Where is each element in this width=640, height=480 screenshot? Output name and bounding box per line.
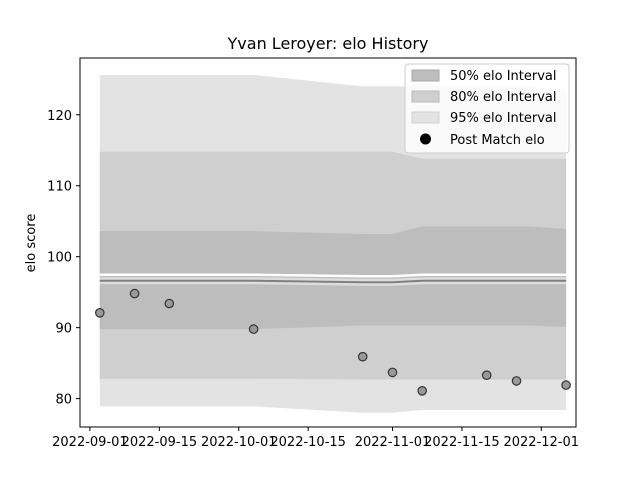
x-tick-label: 2022-09-15 [122,435,198,450]
legend-label-80: 80% elo Interval [450,90,557,105]
legend-marker-post-match [420,133,431,145]
y-tick-label: 80 [55,393,72,408]
mean-line-group [99,273,567,286]
chart-title: Yvan Leroyer: elo History [227,34,429,53]
y-tick-label: 90 [55,322,72,337]
y-axis-label: elo score [24,214,39,273]
mean-halo-line [99,273,567,278]
legend-swatch-80 [411,90,440,103]
x-tick-label: 2022-11-01 [355,435,431,450]
post-match-point [357,351,368,362]
post-match-point [129,288,140,299]
post-match-point [387,367,398,378]
band-50-interval [99,226,567,330]
x-tick-label: 2022-11-15 [424,435,500,450]
legend-swatch-50 [411,69,440,82]
post-match-points [95,288,571,396]
x-tick-label: 2022-09-01 [52,435,128,450]
legend: 50% elo Interval 80% elo Interval 95% el… [404,63,570,154]
post-match-point [481,370,492,380]
x-tick-label: 2022-10-15 [270,435,346,450]
x-tick-label: 2022-12-01 [503,435,579,450]
x-tick-label: 2022-10-01 [201,435,277,450]
post-match-point [511,376,522,386]
y-tick-label: 120 [47,109,72,124]
post-match-point [95,307,105,318]
mean-elo-line [99,279,567,284]
legend-label-50: 50% elo Interval [450,69,557,84]
legend-label-post-match: Post Match elo [450,133,545,148]
y-tick-label: 110 [47,180,72,195]
post-match-point [164,298,175,309]
interval-bands [99,75,567,413]
post-match-point [248,324,259,334]
post-match-point [561,380,571,390]
y-axis: 80 90 100 110 120 [47,109,80,408]
legend-label-95: 95% elo Interval [450,111,557,126]
plot-frame [79,57,577,428]
legend-box [404,63,570,154]
legend-swatch-95 [411,111,440,124]
y-tick-label: 100 [47,251,72,266]
post-match-point [417,385,427,396]
